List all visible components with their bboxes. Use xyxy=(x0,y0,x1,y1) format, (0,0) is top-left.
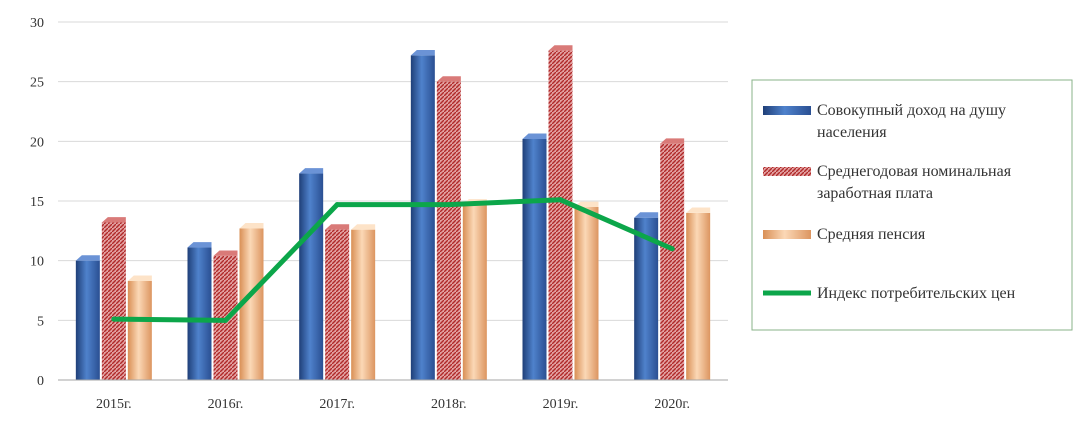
bar-s1-c5 xyxy=(660,138,685,380)
bar-s1-c3 xyxy=(436,76,461,381)
bar-top xyxy=(686,207,711,213)
bar-top xyxy=(548,45,573,51)
bar-top xyxy=(239,223,264,229)
y-tick-label-4: 20 xyxy=(30,135,44,150)
line-point-2 xyxy=(334,202,340,208)
bar-s2-c4 xyxy=(574,201,599,380)
bar-s2-c0 xyxy=(127,275,152,380)
bar-top xyxy=(101,217,126,223)
bar-body xyxy=(634,217,659,380)
series-line-0 xyxy=(111,197,675,323)
y-tick-label-2: 10 xyxy=(30,255,44,270)
legend: Совокупный доход на душу населения Среднег… xyxy=(751,79,1073,331)
line-point-4 xyxy=(558,197,563,203)
bar-top xyxy=(522,133,547,139)
y-tick-label-3: 15 xyxy=(30,195,44,210)
bar-top xyxy=(574,201,599,207)
bar-body xyxy=(462,204,487,380)
legend-label-line: Индекс потребительских цен xyxy=(817,285,1016,302)
line-point-0 xyxy=(111,316,117,322)
bar-top xyxy=(351,224,376,230)
bar-top xyxy=(325,224,350,230)
legend-label-line: Среднегодовая номинальная xyxy=(817,163,1012,180)
bar-top xyxy=(213,250,238,256)
bar-s0-c1 xyxy=(187,242,212,380)
x-axis: 2015г. 2016г. 2017г. 2018г. 2019г. 2020г. xyxy=(58,379,728,412)
bar-body xyxy=(660,143,685,380)
bar-top xyxy=(436,76,461,82)
bar-top xyxy=(187,242,212,248)
bar-body xyxy=(351,229,376,380)
legend-label-line: Средняя пенсия xyxy=(817,226,926,243)
bar-body xyxy=(548,50,573,380)
bar-s0-c3 xyxy=(410,50,435,381)
bar-body xyxy=(436,81,461,381)
x-tick-label-3: 2018г. xyxy=(431,397,467,412)
legend-label-line: Совокупный доход на душу xyxy=(817,102,1006,119)
x-tick-label-5: 2020г. xyxy=(654,397,690,412)
x-tick-label-1: 2016г. xyxy=(208,397,244,412)
bar-s1-c0 xyxy=(101,217,126,380)
line-layer xyxy=(111,197,675,323)
legend-label-line: заработная плата xyxy=(817,185,933,202)
bar-body xyxy=(410,55,435,381)
bar-top xyxy=(75,255,100,261)
legend-label-0: Совокупный доход на душу населения xyxy=(817,102,1006,141)
legend-swatch-0 xyxy=(763,106,811,115)
legend-swatch-1 xyxy=(763,167,811,176)
y-tick-label-6: 30 xyxy=(30,16,44,31)
bar-top xyxy=(299,168,324,174)
line-point-3 xyxy=(446,202,452,208)
bar-body xyxy=(522,138,547,380)
bar-s1-c2 xyxy=(325,224,350,380)
bar-body xyxy=(127,280,152,380)
bars-layer xyxy=(75,45,711,381)
bar-body xyxy=(187,247,212,380)
bar-s0-c0 xyxy=(75,255,100,380)
bar-body xyxy=(325,229,350,380)
y-tick-label-5: 25 xyxy=(30,76,44,91)
bar-body xyxy=(574,206,599,380)
bar-body xyxy=(101,222,126,380)
bar-s0-c4 xyxy=(522,133,547,380)
bar-top xyxy=(634,212,659,218)
bar-s0-c2 xyxy=(299,168,324,380)
bar-body xyxy=(686,212,711,380)
line-point-5 xyxy=(669,246,675,252)
x-tick-label-2: 2017г. xyxy=(319,397,355,412)
legend-label-3: Индекс потребительских цен xyxy=(817,285,1016,302)
y-axis: 0 5 10 15 20 25 30 xyxy=(30,16,44,389)
bar-body xyxy=(75,260,100,380)
bar-s2-c2 xyxy=(351,224,376,380)
bar-body xyxy=(299,173,324,380)
y-tick-label-1: 5 xyxy=(37,314,44,329)
line-point-1 xyxy=(223,317,228,323)
bar-top xyxy=(410,50,435,56)
bar-s0-c5 xyxy=(634,212,659,380)
bar-s1-c4 xyxy=(548,45,573,380)
bar-s2-c5 xyxy=(686,207,711,380)
bar-top xyxy=(127,275,152,281)
legend-swatch-2 xyxy=(763,230,811,239)
legend-label-1: Среднегодовая номинальная заработная плат… xyxy=(817,163,1012,202)
y-tick-label-0: 0 xyxy=(37,374,44,389)
legend-label-line: населения xyxy=(817,124,887,141)
legend-label-2: Средняя пенсия xyxy=(817,226,926,243)
bar-s1-c1 xyxy=(213,250,238,380)
x-tick-label-4: 2019г. xyxy=(543,397,579,412)
grid-layer xyxy=(58,21,728,381)
bar-top xyxy=(660,138,685,144)
x-tick-label-0: 2015г. xyxy=(96,397,132,412)
bar-s2-c3 xyxy=(462,199,487,380)
legend-box xyxy=(751,79,1073,331)
